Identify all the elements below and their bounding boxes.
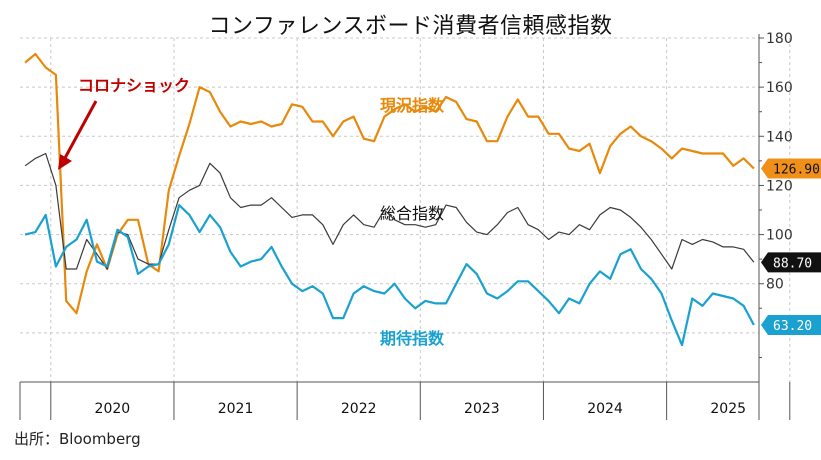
year-label: 2024 <box>587 401 623 417</box>
source-note: 出所：Bloomberg <box>14 430 141 448</box>
covid-shock-annotation: コロナショック <box>78 76 190 95</box>
year-label: 2020 <box>95 401 131 417</box>
y-tick-label: 120 <box>766 178 793 194</box>
last-value-tag-2 <box>761 314 821 335</box>
chart-title: コンファレンスボード消費者信頼感指数 <box>208 14 613 39</box>
y-tick-label: 160 <box>766 80 793 96</box>
axis-layer: 80 100 120 140 160 180 2020 2021 2022 2023 2024 202… <box>19 31 793 420</box>
label-layer: 126.90 88.70 63.20 <box>761 158 821 335</box>
y-tick-label: 180 <box>766 31 793 47</box>
last-value-label-2: 63.20 <box>773 319 812 334</box>
series-line-2 <box>24 204 755 347</box>
series-line-0 <box>24 52 755 315</box>
last-value-label-0: 126.90 <box>773 162 820 177</box>
year-label: 2023 <box>464 401 500 417</box>
year-label: 2025 <box>710 401 746 417</box>
last-value-tag-0 <box>761 158 821 179</box>
series-label-expectations: 期待指数 <box>380 329 445 348</box>
y-tick-label: 140 <box>766 129 793 145</box>
series-layer <box>24 52 755 347</box>
series-label-total: 総合指数 <box>380 204 444 223</box>
year-label: 2022 <box>341 401 377 417</box>
series-line-1 <box>24 152 755 270</box>
last-value-tag-1 <box>761 252 821 273</box>
y-tick-label: 80 <box>766 277 784 293</box>
year-label: 2021 <box>218 401 254 417</box>
covid-shock-arrow <box>58 100 98 170</box>
y-tick-label: 100 <box>766 228 793 244</box>
series-label-present: 現況指数 <box>380 96 445 115</box>
last-value-label-1: 88.70 <box>773 256 812 271</box>
